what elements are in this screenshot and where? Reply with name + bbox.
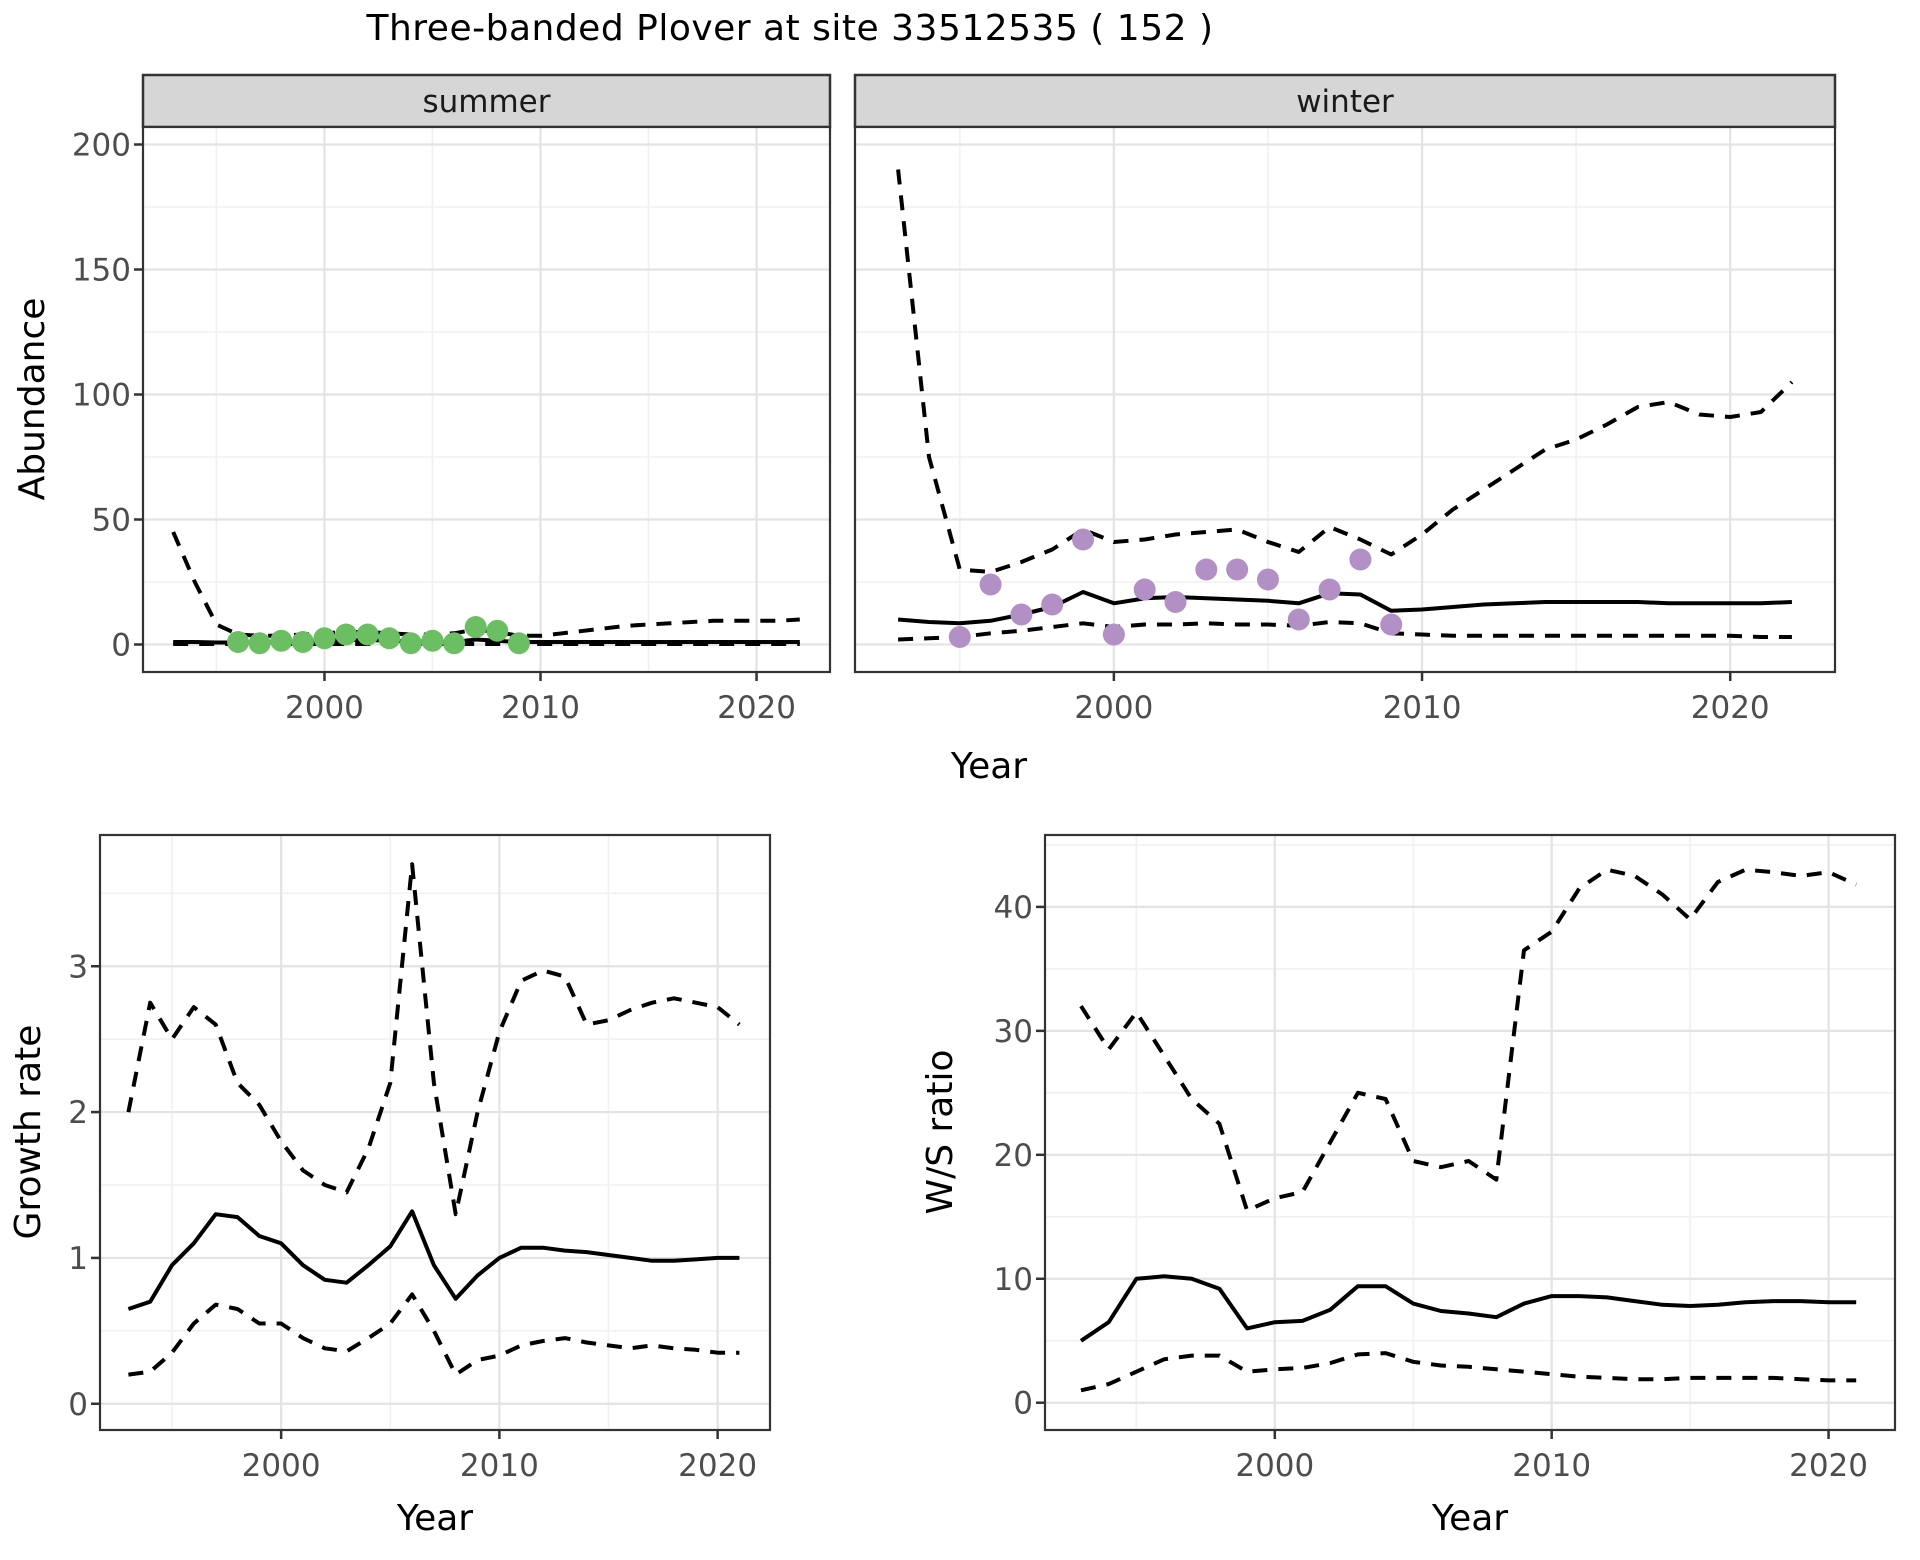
x-tick-label: 2020	[1789, 1448, 1868, 1484]
abundance-summer-observation-point	[291, 631, 314, 653]
y-tick-label: 0	[68, 1387, 88, 1423]
abundance-winter-observation-point	[1010, 603, 1033, 626]
y-tick-label: 2	[68, 1095, 88, 1131]
y-tick-label: 20	[994, 1138, 1033, 1174]
abundance-summer-observation-point	[378, 627, 401, 650]
abundance-summer-observation-point	[270, 629, 293, 652]
abundance-summer-observation-point	[464, 616, 487, 638]
abundance-summer-observation-point	[399, 632, 422, 655]
y-tick-label: 0	[1013, 1386, 1033, 1422]
abundance-winter-observation-point	[1133, 578, 1156, 601]
abundance-summer-panel-border	[141, 125, 832, 674]
abundance-winter-upper-ci-line	[896, 169, 1794, 574]
y-tick-label: 3	[68, 949, 88, 985]
abundance-winter-panel-border	[853, 125, 1837, 674]
abundance-winter-observation-point	[1164, 591, 1187, 613]
facet-strip-summer	[141, 73, 832, 129]
w-s-ratio-median-line	[1079, 1274, 1857, 1343]
abundance-summer-observation-point	[486, 619, 509, 642]
y-axis-title: Abundance	[12, 298, 53, 501]
x-tick-label: 2020	[1691, 690, 1770, 726]
abundance-winter-observation-point	[1380, 613, 1403, 636]
x-tick-label: 2000	[285, 690, 364, 726]
x-axis-title: Year	[1431, 1498, 1508, 1539]
x-tick-label: 2000	[1235, 1448, 1314, 1484]
x-axis-title: Year	[396, 1498, 473, 1539]
y-axis-title: W/S ratio	[920, 1049, 961, 1214]
abundance-winter-observation-point	[948, 626, 971, 648]
y-tick-label: 200	[72, 128, 131, 164]
y-tick-label: 30	[994, 1014, 1033, 1050]
w-s-ratio-lower-ci-line	[1080, 1351, 1857, 1393]
w-s-ratio-upper-ci-line	[1079, 867, 1858, 1213]
abundance-summer-observation-point	[313, 627, 336, 650]
y-tick-label: 50	[92, 503, 131, 539]
abundance-winter-observation-point	[1195, 558, 1218, 581]
abundance-winter-observation-point	[1041, 593, 1064, 616]
abundance-summer-observation-point	[507, 632, 530, 655]
x-tick-label: 2000	[1074, 690, 1153, 726]
abundance-summer-observation-point	[443, 632, 466, 655]
chart-title: Three-banded Plover at site 33512535 ( 1…	[366, 8, 1214, 49]
w-s-ratio-panel-border	[1043, 833, 1897, 1432]
abundance-winter-observation-point	[1349, 548, 1372, 571]
abundance-summer-observation-point	[421, 629, 444, 652]
abundance-winter-observation-point	[1256, 568, 1279, 591]
y-tick-label: 150	[72, 253, 131, 289]
abundance-summer-observation-point	[335, 623, 358, 646]
x-tick-label: 2020	[678, 1448, 757, 1484]
growth-rate-upper-ci-line	[126, 862, 741, 1217]
x-tick-label: 2020	[717, 690, 796, 726]
growth-rate-median-line	[127, 1209, 740, 1311]
abundance-summer-panel-bg	[143, 127, 830, 672]
abundance-winter-panel-bg	[855, 127, 1835, 672]
x-tick-label: 2010	[501, 690, 580, 726]
x-tick-label: 2000	[242, 1448, 321, 1484]
y-tick-label: 0	[111, 628, 131, 664]
growth-rate-lower-ci-line	[128, 1292, 740, 1377]
abundance-winter-observation-point	[1102, 623, 1125, 646]
abundance-summer-observation-point	[356, 623, 379, 646]
y-tick-label: 10	[994, 1262, 1033, 1298]
y-tick-label: 100	[72, 378, 131, 414]
growth-rate-panel-border	[98, 833, 772, 1432]
growth-rate-panel-bg	[100, 835, 770, 1430]
y-axis-title: Growth rate	[8, 1025, 49, 1240]
abundance-winter-observation-point	[1072, 528, 1095, 551]
y-tick-label: 1	[68, 1241, 88, 1277]
x-tick-label: 2010	[1512, 1448, 1591, 1484]
abundance-summer-observation-point	[227, 631, 250, 653]
abundance-winter-lower-ci-line	[898, 620, 1792, 642]
w-s-ratio-panel-bg	[1045, 835, 1895, 1430]
abundance-winter-observation-point	[1287, 608, 1310, 631]
abundance-winter-observation-point	[979, 573, 1002, 596]
abundance-summer-observation-point	[248, 632, 271, 655]
y-tick-label: 40	[994, 890, 1033, 926]
x-tick-label: 2010	[460, 1448, 539, 1484]
facet-label-summer: summer	[422, 84, 550, 120]
x-tick-label: 2010	[1383, 690, 1462, 726]
facet-label-winter: winter	[1296, 84, 1394, 120]
abundance-winter-observation-point	[1226, 558, 1249, 581]
abundance-winter-observation-point	[1318, 578, 1341, 601]
x-axis-title: Year	[950, 746, 1027, 787]
